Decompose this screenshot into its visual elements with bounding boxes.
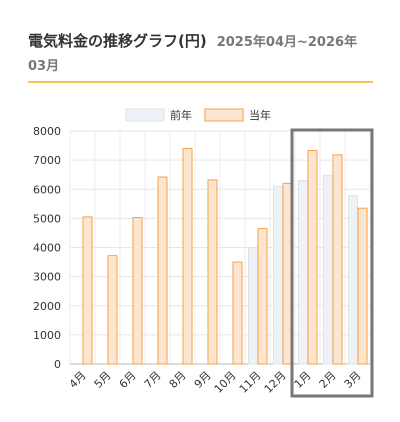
y-tick-label: 3000 [33, 271, 61, 284]
bar-prev-year [298, 180, 308, 365]
header-divider [28, 81, 373, 83]
bar-curr-year [307, 150, 318, 365]
bar-curr-year [182, 147, 193, 365]
x-tick-label: 9月 [192, 369, 214, 391]
bar-curr-year [257, 228, 268, 365]
x-tick-label: 3月 [342, 369, 364, 391]
chart-title: 電気料金の推移グラフ(円) [28, 32, 207, 50]
y-tick-label: 2000 [33, 300, 61, 313]
bar-curr-year [332, 154, 343, 365]
highlight-box [290, 128, 374, 398]
x-tick-label: 4月 [67, 369, 89, 391]
y-tick-label: 8000 [33, 125, 61, 138]
bar-curr-year [107, 255, 118, 365]
x-tick-label: 2月 [317, 369, 339, 391]
legend-label-curr: 当年 [249, 108, 271, 122]
legend-swatch-prev [125, 108, 165, 122]
x-tick-label: 6月 [117, 369, 139, 391]
bar-prev-year [348, 195, 358, 365]
bar-curr-year [207, 179, 218, 365]
bar-prev-year [323, 174, 333, 365]
x-tick-label: 5月 [92, 369, 114, 391]
y-tick-label: 7000 [33, 154, 61, 167]
x-tick-label: 12月 [262, 369, 289, 396]
y-tick-label: 0 [54, 358, 61, 371]
x-tick-label: 11月 [237, 369, 264, 396]
x-tick-label: 7月 [142, 369, 164, 391]
legend-swatch-curr [204, 108, 244, 122]
y-tick-label: 1000 [33, 329, 61, 342]
bar-prev-year [273, 185, 283, 365]
bar-curr-year [132, 217, 143, 365]
bar-curr-year [157, 176, 168, 365]
y-tick-label: 4000 [33, 242, 61, 255]
legend-label-prev: 前年 [170, 108, 192, 122]
y-tick-label: 6000 [33, 183, 61, 196]
bar-curr-year [357, 207, 368, 365]
chart-period: 2025年04月~2026年03月 [28, 35, 358, 74]
x-tick-label: 10月 [212, 369, 239, 396]
bar-prev-year [248, 247, 258, 365]
bar-curr-year [232, 261, 243, 365]
x-tick-label: 1月 [292, 369, 314, 391]
y-tick-label: 5000 [33, 212, 61, 225]
chart-header: 電気料金の推移グラフ(円) 2025年04月~2026年03月 [28, 30, 373, 78]
bar-curr-year [82, 216, 93, 365]
x-tick-label: 8月 [167, 369, 189, 391]
